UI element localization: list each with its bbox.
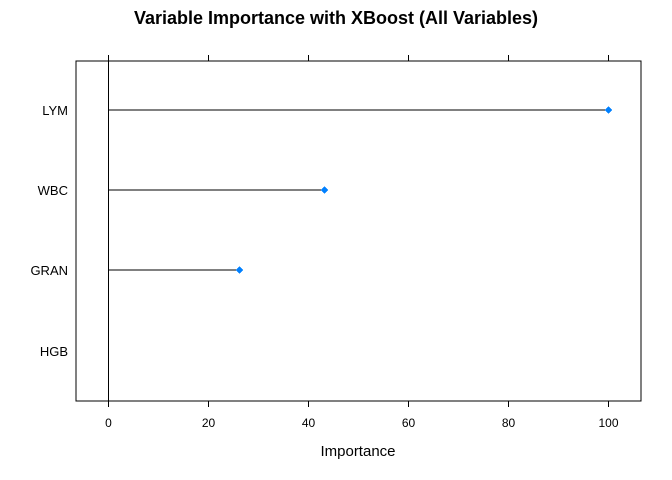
y-category-label-lym: LYM	[42, 103, 68, 118]
x-axis-label: Importance	[320, 443, 395, 460]
point-gran	[235, 266, 244, 274]
x-tick-label: 40	[302, 416, 316, 430]
point-wbc	[320, 186, 329, 194]
x-tick-label: 0	[105, 416, 112, 430]
chart-title: Variable Importance with XBoost (All Var…	[134, 8, 538, 28]
y-category-label-wbc: WBC	[38, 183, 68, 198]
x-tick-label: 100	[598, 416, 618, 430]
x-tick-label: 20	[202, 416, 216, 430]
x-tick-label: 80	[502, 416, 516, 430]
y-category-label-gran: GRAN	[30, 263, 68, 278]
x-tick-label: 60	[402, 416, 416, 430]
y-category-label-hgb: HGB	[40, 344, 68, 359]
point-lym	[604, 106, 613, 114]
plot-frame	[75, 60, 642, 402]
